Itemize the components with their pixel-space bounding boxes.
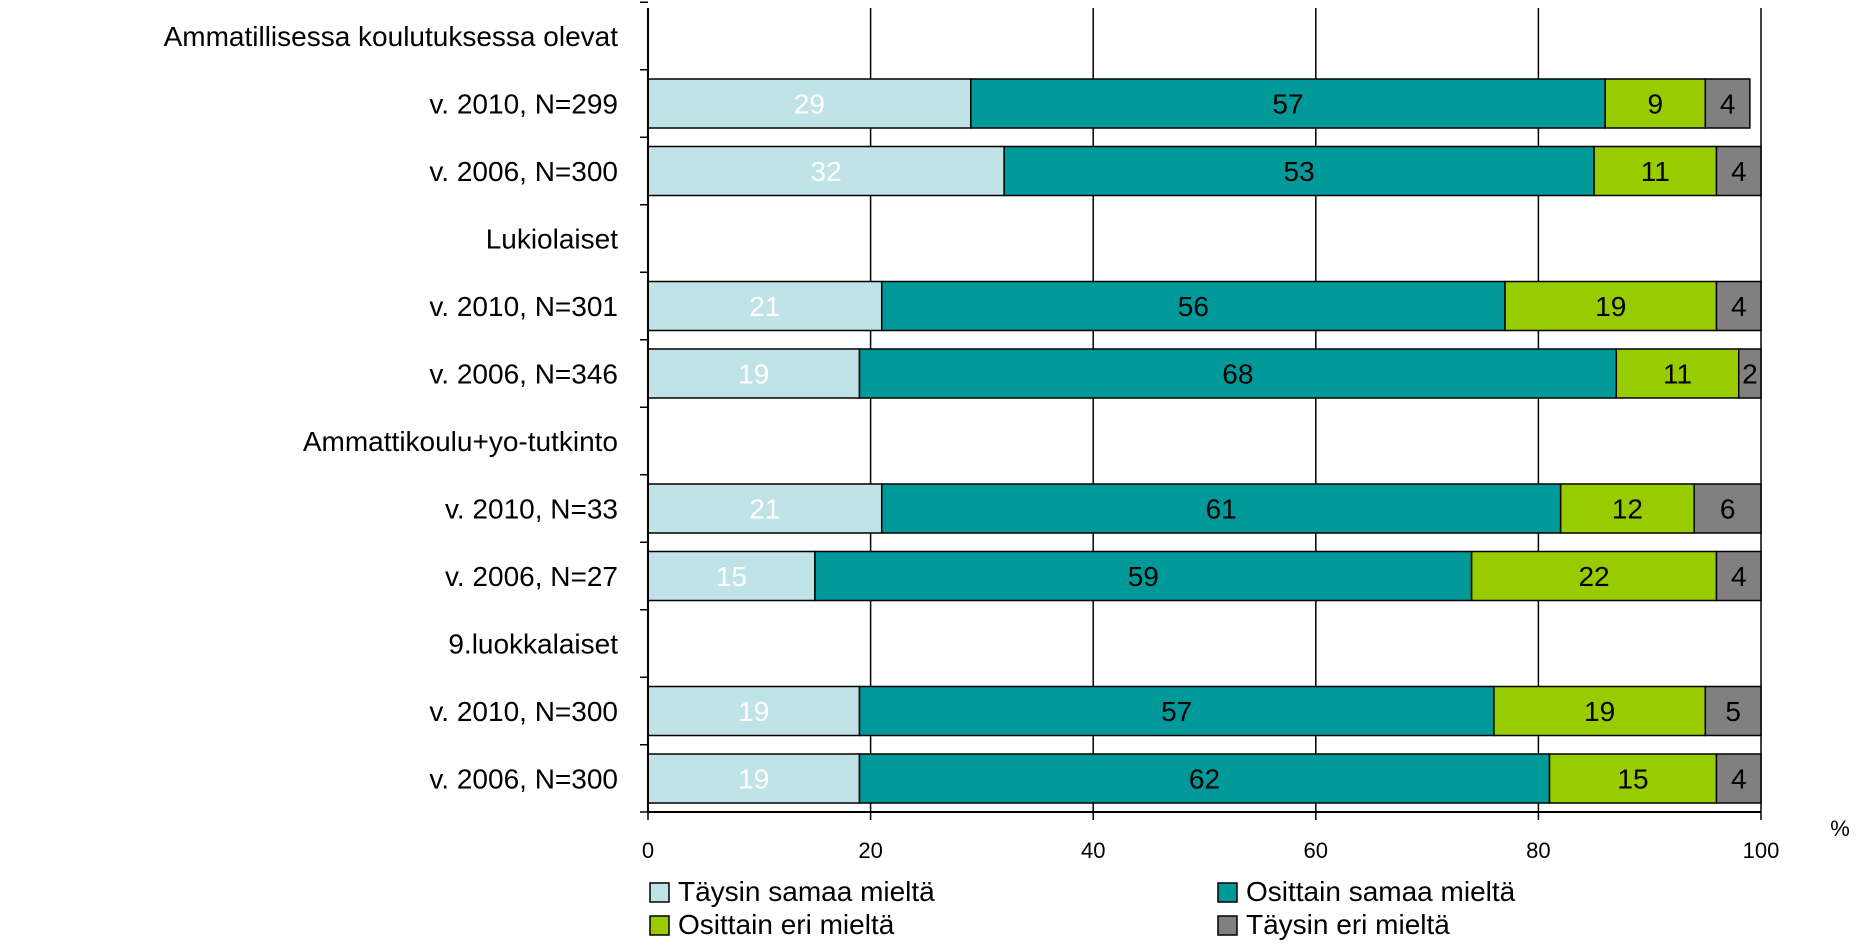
data-label: 19	[1595, 291, 1626, 322]
category-label: v. 2010, N=301	[429, 291, 618, 322]
legend: Täysin samaa mieltä Osittain samaa mieltä…	[649, 876, 1516, 940]
data-label: 19	[738, 359, 769, 390]
category-label: v. 2006, N=27	[445, 561, 618, 592]
data-label: 19	[738, 764, 769, 795]
category-label: Ammatillisessa koulutuksessa olevat	[164, 21, 619, 52]
category-label: v. 2006, N=300	[429, 156, 618, 187]
data-label: 4	[1731, 156, 1747, 187]
category-labels: Ammatillisessa koulutuksessa olevat v. 20…	[164, 21, 619, 795]
bar-segment	[1715, 145, 1762, 197]
bars: 29 57 9 4 32 53 11 4 21 56 19 4 19 68 11 2 21 61 12 6 15 59 22…	[647, 78, 1762, 804]
bar-segment	[1704, 78, 1751, 129]
bar-segment	[970, 78, 1606, 129]
bar-segment	[1737, 348, 1762, 399]
x-tick-label: 40	[1081, 838, 1105, 863]
x-tick-label: 0	[642, 838, 654, 863]
data-label: 9	[1647, 89, 1663, 120]
legend-label: Täysin samaa mieltä	[678, 876, 935, 907]
bar-segment	[1559, 483, 1695, 534]
bar-segment	[814, 550, 1473, 602]
category-label: Lukiolaiset	[486, 224, 619, 255]
bar-segment	[647, 685, 861, 737]
bar-segment	[880, 483, 1562, 534]
x-tick-label: 20	[858, 838, 882, 863]
bar-segment	[1604, 78, 1707, 129]
gridlines	[869, 8, 1762, 812]
data-label: 56	[1178, 291, 1209, 322]
x-tick-label: 60	[1304, 838, 1328, 863]
data-label: 15	[716, 561, 747, 592]
data-label: 57	[1272, 89, 1303, 120]
data-label: 19	[738, 696, 769, 727]
data-label: 11	[1641, 156, 1670, 187]
bar-segment	[1715, 280, 1762, 332]
legend-swatch	[649, 915, 670, 936]
bar-segment	[1548, 753, 1718, 804]
legend-label: Osittain samaa mieltä	[1246, 876, 1516, 907]
bar-segment	[1593, 145, 1718, 197]
bar-segment	[1715, 550, 1762, 602]
bar-segment	[1470, 550, 1718, 602]
data-label: 15	[1617, 764, 1648, 795]
bar-segment	[1504, 280, 1718, 332]
category-label: 9.luokkalaiset	[448, 629, 618, 660]
bar-segment	[1693, 483, 1762, 534]
data-label: 4	[1720, 89, 1736, 120]
bar-segment	[858, 685, 1495, 737]
data-label: 62	[1189, 764, 1220, 795]
category-label: v. 2010, N=33	[445, 494, 618, 525]
legend-swatch	[1217, 882, 1238, 903]
bar-segment	[647, 78, 972, 129]
data-label: 6	[1720, 494, 1736, 525]
legend-label: Täysin eri mieltä	[1246, 909, 1450, 940]
data-label: 12	[1612, 494, 1643, 525]
category-label: v. 2006, N=300	[429, 764, 618, 795]
x-axis: 0 20 40 60 80 100%	[640, 1, 1850, 863]
category-label: v. 2010, N=299	[429, 89, 618, 120]
bar-segment	[1493, 685, 1707, 737]
data-label: 61	[1206, 494, 1237, 525]
data-label: 29	[794, 89, 825, 120]
data-label: 59	[1128, 561, 1159, 592]
x-tick-label: 100	[1743, 838, 1780, 863]
data-label: 57	[1161, 696, 1192, 727]
category-label: Ammattikoulu+yo-tutkinto	[303, 426, 618, 457]
category-label: v. 2010, N=300	[429, 696, 618, 727]
data-label: 11	[1663, 359, 1692, 390]
data-label: 32	[811, 156, 842, 187]
bar-segment	[647, 483, 883, 534]
data-label: 19	[1584, 696, 1615, 727]
legend-swatch	[1217, 915, 1238, 936]
data-label: 21	[749, 291, 780, 322]
data-label: 4	[1731, 764, 1747, 795]
data-label: 4	[1731, 291, 1747, 322]
legend-label: Osittain eri mieltä	[678, 909, 895, 940]
bar-segment	[1715, 753, 1762, 804]
bar-segment	[1704, 685, 1762, 737]
data-label: 2	[1742, 359, 1758, 390]
bar-segment	[1003, 145, 1595, 197]
data-label: 5	[1725, 696, 1741, 727]
category-label: v. 2006, N=346	[429, 359, 618, 390]
bar-segment	[647, 280, 883, 332]
data-label: 22	[1578, 561, 1609, 592]
bar-segment	[647, 753, 861, 804]
data-label: 4	[1731, 561, 1747, 592]
data-label: 68	[1222, 359, 1253, 390]
bar-segment	[1615, 348, 1740, 399]
x-unit-label: %	[1830, 816, 1850, 841]
x-tick-label: 80	[1526, 838, 1550, 863]
bar-segment	[647, 145, 1005, 197]
data-label: 53	[1284, 156, 1315, 187]
data-label: 21	[749, 494, 780, 525]
bar-segment	[858, 753, 1551, 804]
legend-swatch	[649, 882, 670, 903]
